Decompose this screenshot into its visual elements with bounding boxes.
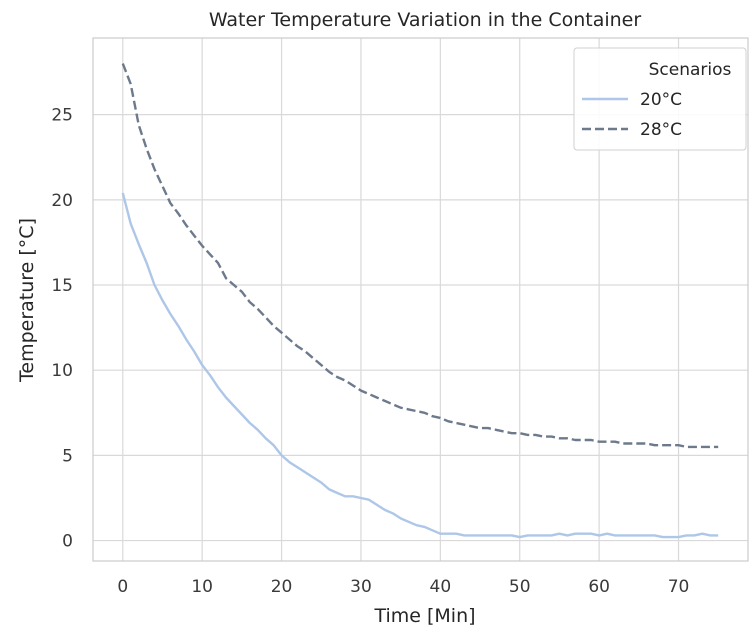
x-tick-label: 60 (588, 577, 610, 597)
y-tick-label: 5 (62, 446, 73, 466)
legend: Scenarios 20°C 28°C (574, 48, 746, 150)
x-tick-label: 50 (509, 577, 531, 597)
x-tick-label: 30 (350, 577, 372, 597)
y-tick-label: 10 (51, 361, 73, 381)
y-tick-label: 20 (51, 191, 73, 211)
x-tick-label: 0 (117, 577, 128, 597)
x-tick-label: 10 (191, 577, 213, 597)
x-tick-label: 20 (271, 577, 293, 597)
legend-label-28c: 28°C (640, 120, 682, 140)
x-tick-label: 70 (668, 577, 690, 597)
y-tick-label: 25 (51, 106, 73, 126)
chart-title: Water Temperature Variation in the Conta… (209, 9, 642, 31)
y-tick-label: 15 (51, 276, 73, 296)
legend-title: Scenarios (649, 60, 732, 80)
x-axis-label: Time [Min] (373, 605, 475, 627)
y-tick-label: 0 (62, 532, 73, 552)
legend-label-20c: 20°C (640, 90, 682, 110)
y-axis-label: Temperature [°C] (16, 218, 38, 383)
x-tick-label: 40 (430, 577, 452, 597)
